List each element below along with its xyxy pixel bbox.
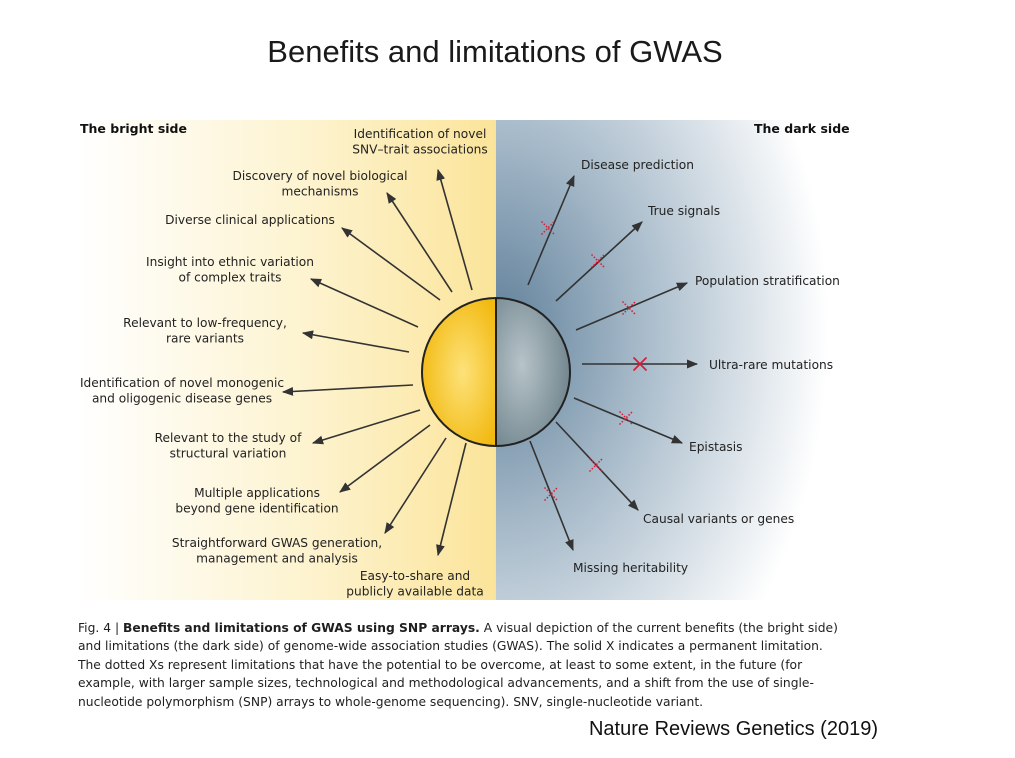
slide-title: Benefits and limitations of GWAS: [267, 34, 723, 69]
bright-side-labels: Identification of novel SNV–trait associa…: [80, 127, 488, 599]
central-sphere: [421, 296, 571, 448]
dark-side-label: True signals: [647, 204, 720, 218]
sun-half: [421, 296, 497, 448]
dark-side-label: Causal variants or genes: [643, 512, 794, 526]
bright-arrow: [436, 168, 473, 291]
bright-side-label: Discovery of novel biological mechanisms: [233, 169, 408, 199]
bright-arrow: [311, 409, 421, 445]
dark-side-arrows: [527, 174, 699, 552]
bright-side-label: Diverse clinical applications: [165, 213, 335, 227]
dark-arrow: [573, 397, 684, 444]
bright-side-label: Relevant to low-frequency, rare variants: [123, 316, 287, 346]
bright-side-label: Insight into ethnic variation of complex …: [146, 255, 314, 285]
bright-arrow: [281, 384, 414, 396]
bright-side-arrows: [281, 168, 473, 557]
bright-arrow: [309, 278, 419, 328]
caption-text: A visual depiction of the current benefi…: [78, 621, 838, 709]
bright-arrow: [341, 227, 441, 301]
bright-arrow: [386, 192, 453, 293]
globe-half: [495, 296, 571, 448]
bright-side-label: Relevant to the study of structural varia…: [155, 431, 302, 461]
dark-side-label: Ultra-rare mutations: [709, 358, 833, 372]
dark-arrow: [575, 282, 689, 331]
source-citation: Nature Reviews Genetics (2019): [588, 718, 878, 740]
figure-caption: Fig. 4 | Benefits and limitations of GWA…: [78, 619, 848, 711]
bright-side-label: Easy-to-share and publicly available data: [346, 569, 483, 599]
dark-side-label: Missing heritability: [573, 561, 688, 575]
bright-arrow: [301, 330, 410, 353]
caption-bold: Benefits and limitations of GWAS using S…: [123, 621, 480, 635]
bright-side-label: Straightforward GWAS generation, manageme…: [172, 536, 382, 566]
bright-side-label: Multiple applications beyond gene identif…: [175, 486, 338, 516]
bright-side-label: Identification of novel SNV–trait associa…: [352, 127, 487, 157]
dark-side-title: The dark side: [754, 121, 850, 136]
bright-arrow: [339, 424, 431, 493]
bright-side-title: The bright side: [80, 121, 187, 136]
solid-cross-icon: [632, 356, 648, 372]
bright-side-label: Identification of novel monogenic and oli…: [80, 376, 284, 406]
dark-side-label: Population stratification: [695, 274, 840, 288]
dark-side-label: Epistasis: [689, 440, 743, 454]
dark-side-labels: Disease prediction True signals Population…: [573, 158, 840, 575]
bright-arrow: [436, 442, 467, 557]
dark-side-label: Disease prediction: [581, 158, 694, 172]
caption-prefix: Fig. 4 |: [78, 621, 124, 635]
bright-arrow: [384, 437, 447, 534]
